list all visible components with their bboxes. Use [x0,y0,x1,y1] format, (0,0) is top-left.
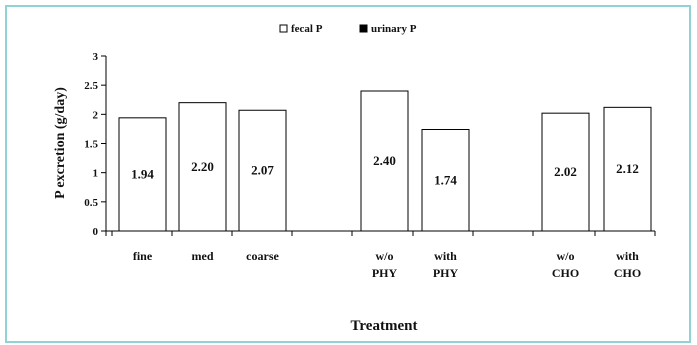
y-tick-label: 0.5 [84,197,98,209]
y-tick-label: 3 [93,51,99,63]
y-axis-title: P excretion (g/day) [53,87,68,199]
x-category-label: with [616,249,639,263]
bar-data-label: 2.02 [554,164,577,179]
y-tick-label: 1.5 [84,139,98,151]
x-category-label: PHY [372,266,398,280]
bar-fecal-p [178,102,227,232]
x-category-label: PHY [433,266,459,280]
bar-fecal-p [238,109,287,232]
legend-swatch-urinary-p [359,24,368,33]
x-category-label: with [434,249,457,263]
x-category-label: w/o [557,249,575,263]
bar-data-label: 2.40 [373,153,396,168]
y-tick-label: 2.5 [84,80,98,92]
bar-data-label: 1.74 [434,172,457,187]
bar-data-label: 2.07 [251,163,274,178]
legend-label-urinary-p: urinary P [371,23,417,35]
x-category-label: w/o [376,249,394,263]
y-tick-label: 1 [93,168,99,180]
bar-data-label: 2.20 [191,159,214,174]
x-category-label: med [192,249,214,263]
bar-data-label: 1.94 [131,166,154,181]
x-category-label: fine [133,249,153,263]
y-tick-label: 2 [93,109,99,121]
legend-label-fecal-p: fecal P [291,23,323,35]
bar-fecal-p [118,117,167,232]
bar-fecal-p [421,129,470,232]
x-category-label: CHO [552,266,579,280]
x-category-label: CHO [614,266,641,280]
bar-fecal-p [360,90,409,232]
y-tick-label: 0 [93,226,99,238]
legend-swatch-fecal-p [279,24,288,33]
bar-fecal-p [541,112,590,232]
x-category-label: coarse [246,249,279,263]
x-axis-title: Treatment [351,318,418,334]
bar-data-label: 2.12 [616,161,639,176]
bar-fecal-p [603,106,652,232]
